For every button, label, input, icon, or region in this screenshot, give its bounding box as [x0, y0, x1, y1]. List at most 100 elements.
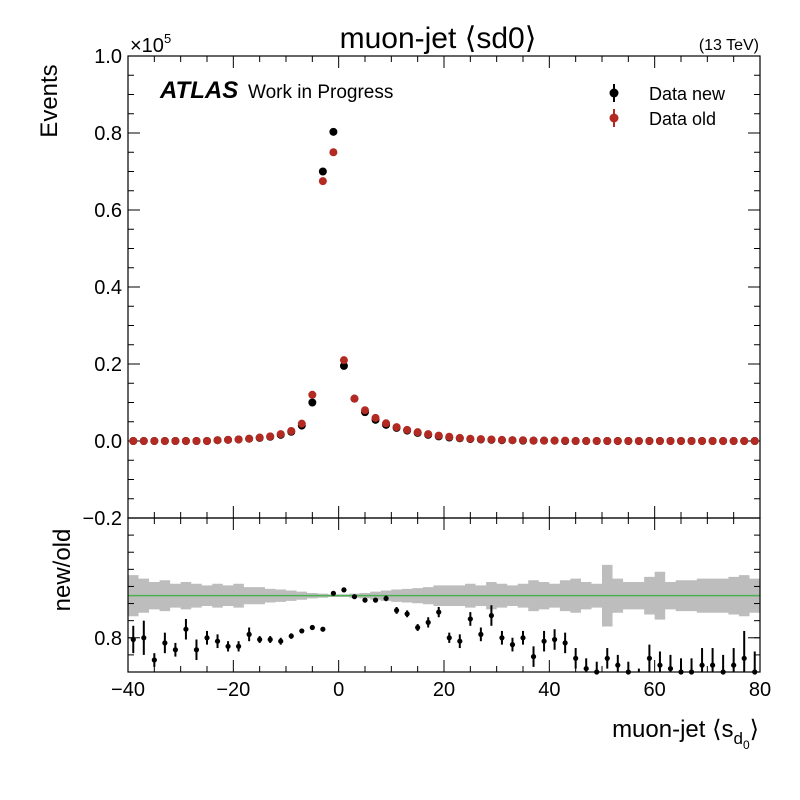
data-old-point [476, 435, 485, 444]
data-old-point [181, 437, 190, 445]
data-old-point [424, 430, 433, 439]
data-old-point [192, 437, 201, 445]
energy-label: (13 TeV) [699, 37, 759, 54]
ratio-point [499, 635, 505, 641]
y-tick-label: 0.6 [94, 200, 122, 222]
ratio-point [309, 624, 315, 631]
ratio-point [667, 665, 674, 672]
ratio-point [415, 624, 421, 631]
data-old-point [318, 177, 327, 186]
ratio-point [351, 594, 358, 600]
ratio-point [488, 612, 494, 619]
ratio-point [404, 611, 410, 617]
top-points [129, 127, 759, 445]
x-axis-label-subsub: 0 [743, 738, 750, 752]
legend: Data new Data old [609, 84, 726, 129]
legend-label-data-old: Data old [649, 109, 716, 129]
ratio-point [204, 635, 210, 641]
ratio-point [288, 633, 294, 639]
y-tick-label: −0.2 [83, 508, 122, 530]
ratio-point [615, 662, 621, 668]
data-old-point [276, 430, 285, 439]
x-tick-label: 20 [433, 679, 455, 701]
y-tick-label: 0.2 [94, 354, 122, 376]
data-old-point [297, 419, 306, 428]
ratio-point [425, 619, 431, 625]
data-old-point [592, 437, 601, 445]
data-old-point [603, 437, 612, 445]
ratio-point [573, 655, 579, 661]
data-old-point [171, 437, 180, 445]
y-tick-label: 0.0 [94, 431, 122, 453]
ratio-point [646, 655, 653, 661]
data-old-point [698, 437, 707, 445]
ratio-point [214, 638, 221, 644]
ratio-point [141, 635, 147, 641]
data-old-point [613, 437, 622, 445]
data-old-point [224, 435, 233, 444]
data-old-point [719, 437, 728, 445]
ratio-point [509, 642, 516, 648]
data-old-point [750, 437, 759, 445]
y-multiplier: ×105 [130, 31, 171, 57]
ratio-point [446, 635, 452, 641]
data-new-point [329, 127, 338, 136]
ratio-point [267, 636, 273, 643]
data-old-point [508, 436, 517, 445]
ratio-point [520, 635, 526, 641]
ratio-point [236, 643, 242, 649]
data-old-point [655, 437, 664, 445]
data-old-point [266, 432, 275, 441]
data-old-point [550, 436, 559, 445]
y-axis-label-bottom: new/old [49, 529, 76, 612]
y-tick-label: 0.8 [94, 123, 122, 145]
ratio-point [562, 640, 568, 646]
data-old-point [561, 436, 570, 445]
ratio-y-tick-label: 0.8 [94, 628, 122, 650]
ratio-point [193, 647, 200, 653]
x-tick-label: 0 [333, 679, 344, 701]
data-old-point [445, 432, 454, 441]
data-old-point [203, 437, 211, 445]
ratio-point [394, 607, 400, 614]
ratio-point [657, 662, 663, 668]
status-label: Work in Progress [248, 82, 393, 103]
data-old-point [339, 356, 348, 365]
data-old-point [403, 425, 412, 434]
ratio-point [731, 662, 737, 668]
data-old-point [308, 390, 317, 399]
ratio-point [372, 597, 379, 603]
data-old-point [708, 437, 717, 445]
data-old-point [371, 413, 380, 422]
data-old-point [245, 434, 254, 443]
data-old-point [729, 437, 738, 445]
ratio-point [436, 609, 442, 615]
x-axis-label-prefix: muon-jet ⟨s [612, 716, 733, 743]
x-tick-label: −40 [111, 679, 145, 701]
data-old-point [413, 428, 422, 437]
ratio-point [257, 636, 263, 643]
x-axis-label: muon-jet ⟨sd0⟩ [612, 716, 759, 752]
data-old-point [540, 436, 549, 445]
data-old-point [529, 436, 538, 445]
x-tick-label: 60 [644, 679, 666, 701]
data-old-point [150, 437, 159, 445]
data-old-point [382, 419, 391, 428]
ratio-point [541, 638, 547, 644]
bottom-ticks: −40 −20 0 20 40 60 80 0.8 [94, 518, 771, 701]
data-old-point [392, 423, 401, 432]
ratio-point [741, 655, 747, 661]
ratio-point [604, 655, 610, 661]
y-tick-label: 0.4 [94, 277, 122, 299]
data-old-point [571, 437, 580, 445]
data-new-point [339, 361, 348, 370]
top-ticks: −0.2 0.0 0.2 0.4 0.6 0.8 1.0 [83, 46, 761, 530]
atlas-label: ATLAS [159, 77, 238, 104]
data-old-point [487, 435, 496, 444]
data-old-point [687, 437, 696, 445]
ratio-point [583, 665, 589, 672]
data-old-point [434, 431, 443, 440]
ratio-point [183, 626, 189, 632]
ratio-point [330, 590, 336, 596]
